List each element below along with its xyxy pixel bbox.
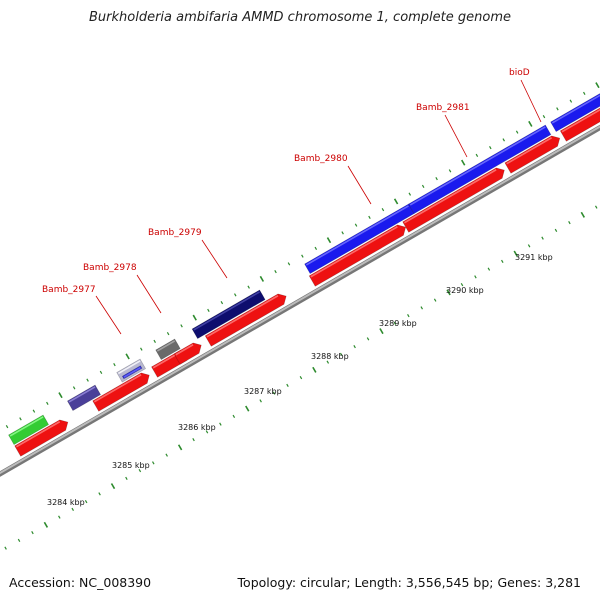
backbone xyxy=(0,124,600,477)
gene-label-leader xyxy=(520,79,542,123)
gene-label-leader xyxy=(347,165,372,205)
cds-forward-4 xyxy=(155,338,181,361)
cds-forward-5 xyxy=(191,289,266,340)
topology-label: Topology: xyxy=(237,575,297,590)
cds-forward-2 xyxy=(66,384,102,412)
cds-reverse-6 xyxy=(308,224,407,287)
ruler-label: 3285 kbp xyxy=(112,461,150,470)
tick-marks xyxy=(4,82,600,550)
accession-value: NC_008390 xyxy=(79,575,152,590)
cds-reverse-4 xyxy=(173,342,202,365)
cds-forward-8 xyxy=(550,93,600,133)
cds-forward-6 xyxy=(304,203,415,275)
gene-label-leader xyxy=(444,114,468,158)
map-title: Burkholderia ambifaria AMMD chromosome 1… xyxy=(88,10,512,25)
cds-reverse-7 xyxy=(402,167,505,233)
ruler-label: 3288 kbp xyxy=(311,352,349,361)
cds-reverse-9 xyxy=(559,107,600,142)
gene-label-leader xyxy=(201,239,228,279)
cds-reverse-1 xyxy=(14,419,69,457)
gene-label: Bamb_2979 xyxy=(148,228,202,238)
ruler-label: 3290 kbp xyxy=(446,286,484,295)
feature-track xyxy=(8,93,600,457)
genes-value: 3,281 xyxy=(545,575,581,590)
gene-label: Bamb_2980 xyxy=(294,154,348,164)
gene-label: Bamb_2977 xyxy=(42,285,96,295)
accession-label: Accession: xyxy=(9,575,76,590)
gene-label: Bamb_2981 xyxy=(416,103,470,113)
ruler-label: 3287 kbp xyxy=(244,387,282,396)
topology-value: circular xyxy=(300,575,347,590)
cds-forward-1 xyxy=(8,414,50,446)
summary-footer: Topology: circular; Length: 3,556,545 bp… xyxy=(237,575,581,590)
gene-label-leader xyxy=(95,295,122,335)
genes-label: Genes: xyxy=(497,575,542,590)
cds-reverse-8 xyxy=(504,135,561,174)
label-leaders xyxy=(95,79,542,335)
length-value: 3,556,545 bp xyxy=(405,575,490,590)
cds-reverse-5 xyxy=(204,293,287,347)
cds-reverse-2 xyxy=(92,372,150,412)
ruler-label: 3289 kbp xyxy=(379,319,417,328)
cds-forward-3-inner xyxy=(121,365,143,380)
ruler-label: 3284 kbp xyxy=(47,498,85,507)
gene-label-leader xyxy=(136,274,162,314)
length-label: Length: xyxy=(354,575,402,590)
cds-forward-7 xyxy=(408,124,552,215)
labels: 3284 kbp 3285 kbp 3286 kbp 3287 kbp 3288 kbp… xyxy=(42,68,553,507)
ruler-label: 3291 kbp xyxy=(515,253,553,262)
ruler-label: 3286 kbp xyxy=(178,423,216,432)
gene-label: bioD xyxy=(509,68,530,78)
gene-label: Bamb_2978 xyxy=(83,263,137,273)
accession-footer: Accession: NC_008390 xyxy=(9,575,151,590)
